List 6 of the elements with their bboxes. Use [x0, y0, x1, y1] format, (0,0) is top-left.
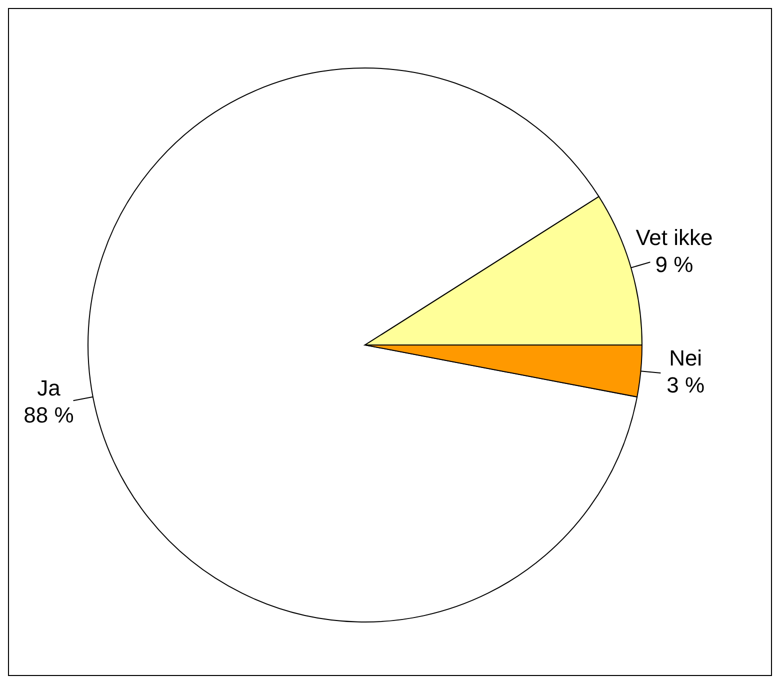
slice-label: Ja — [37, 375, 62, 400]
slice-label: Vet ikke — [636, 225, 713, 250]
slice-label: Nei — [669, 345, 702, 370]
data-label: 9 % — [655, 252, 694, 278]
data-label: 88 % — [24, 402, 74, 428]
data-label: 3 % — [666, 372, 705, 398]
